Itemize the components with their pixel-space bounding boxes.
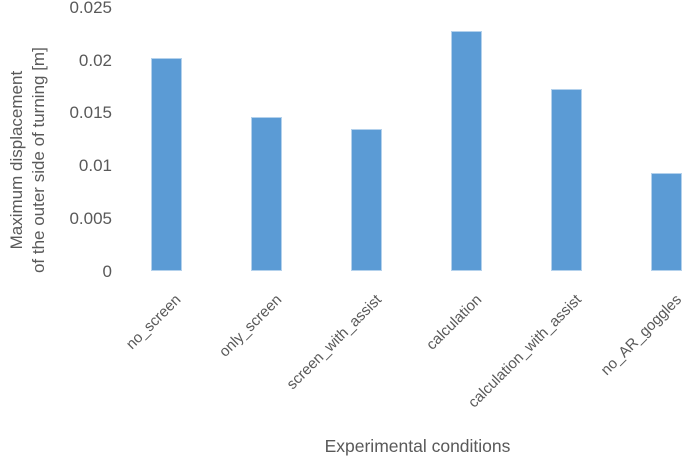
bar-screen_with_assist (351, 128, 382, 271)
x-category-label: only_screen (215, 291, 285, 361)
bar-calculation_with_assist (551, 88, 582, 271)
bar-no_AR_goggles (651, 173, 682, 271)
x-category-label: no_AR_goggles (597, 291, 685, 379)
y-tick-label: 0.025 (69, 0, 112, 18)
bar-no_screen (151, 58, 182, 271)
y-tick-label: 0.005 (69, 208, 112, 228)
y-tick-label: 0 (102, 261, 112, 281)
x-category-label: no_screen (123, 291, 185, 353)
y-tick-label: 0.01 (78, 156, 112, 176)
x-axis-title: Experimental conditions (324, 436, 511, 456)
bar-only_screen (251, 117, 282, 271)
x-category-label: calculation_with_assist (464, 291, 585, 412)
y-tick-label: 0.015 (69, 103, 112, 123)
x-category-label: screen_with_assist (283, 291, 385, 393)
x-category-label: calculation (422, 291, 485, 354)
bar-calculation (451, 30, 482, 271)
y-axis-title-line1: Maximum displacement (6, 70, 26, 250)
y-tick-label: 0.02 (78, 50, 112, 70)
